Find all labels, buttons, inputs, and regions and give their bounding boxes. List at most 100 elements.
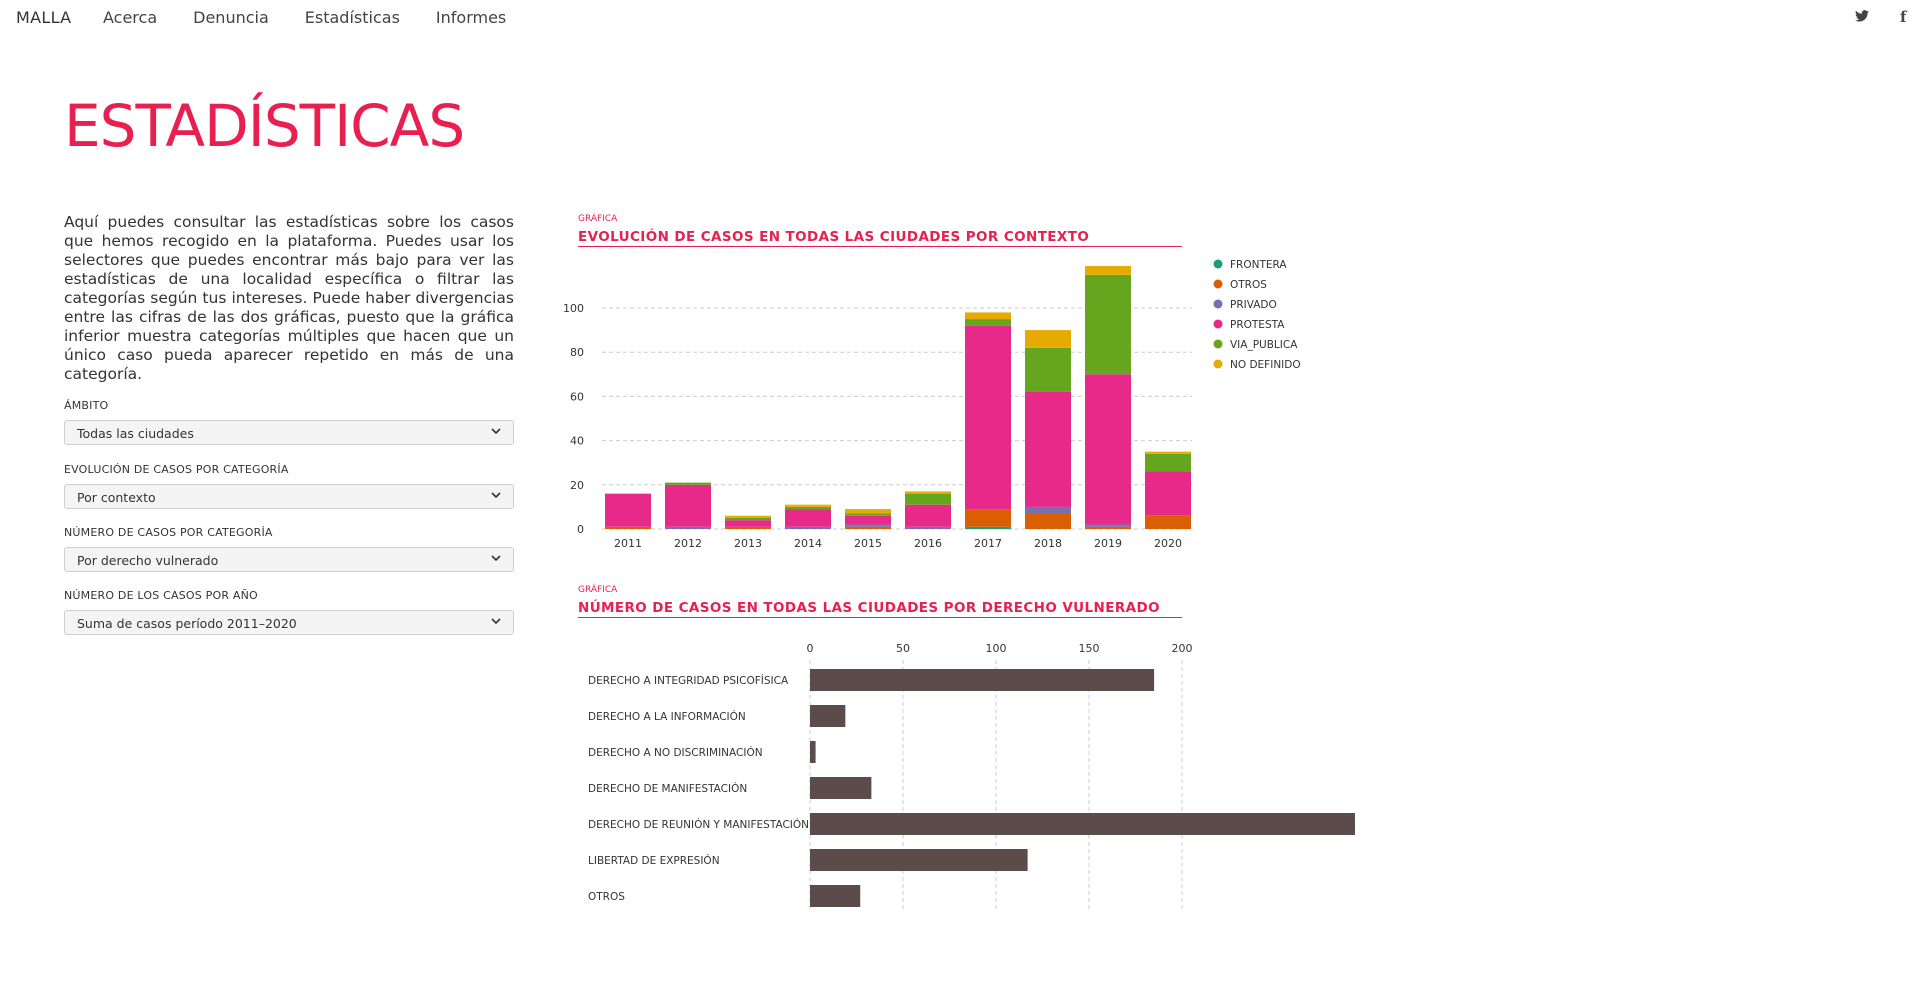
bar-segment (725, 526, 771, 529)
bar-segment (965, 312, 1011, 320)
bar-segment (845, 509, 891, 514)
category-label: DERECHO DE REUNIÓN Y MANIFESTACIÓN (588, 818, 809, 831)
bar (810, 741, 816, 763)
legend-label: PRIVADO (1230, 299, 1277, 311)
bar-segment (785, 504, 831, 507)
brand-logo[interactable]: MALLA (16, 8, 72, 27)
category-label: DERECHO A INTEGRIDAD PSICOFÍSICA (588, 674, 789, 687)
y-tick-label: 40 (570, 435, 584, 448)
x-tick-label: 2018 (1034, 537, 1062, 550)
select-evolucion-value: Por contexto (77, 490, 156, 505)
y-tick-label: 100 (563, 302, 584, 315)
x-tick-label: 0 (807, 642, 814, 655)
legend-label: PROTESTA (1230, 319, 1285, 331)
legend-marker (1213, 279, 1223, 289)
bar (810, 669, 1155, 691)
filter-label-numero-anio: NÚMERO DE LOS CASOS POR AÑO (64, 589, 258, 602)
nav-link-informes[interactable]: Informes (435, 8, 507, 27)
x-tick-label: 2020 (1154, 537, 1182, 550)
category-label: DERECHO A LA INFORMACIÓN (588, 710, 746, 723)
nav-links: Acerca Denuncia Estadísticas Informes (103, 8, 542, 27)
x-tick-label: 200 (1172, 642, 1193, 655)
bar (810, 705, 846, 727)
bar-segment (725, 515, 771, 518)
bar-segment (605, 493, 651, 527)
y-tick-label: 0 (577, 523, 584, 536)
chevron-down-icon (491, 555, 501, 562)
horizontal-bar-chart: 0 50 100 150 200 DERECHO A INTEGRIDAD PSICOFÍ… (588, 642, 1355, 912)
bar-segment (665, 482, 711, 485)
nav-link-estadisticas[interactable]: Estadísticas (304, 8, 400, 27)
bar-segment (1025, 330, 1071, 348)
nav-link-acerca[interactable]: Acerca (103, 8, 158, 27)
bar (810, 777, 872, 799)
chevron-down-icon (491, 492, 501, 499)
bar-segment (1025, 506, 1071, 514)
nav-link-denuncia[interactable]: Denuncia (193, 8, 269, 27)
select-numero-anio[interactable]: Suma de casos período 2011–2020 (64, 610, 514, 635)
category-label: OTROS (588, 891, 625, 903)
page-title: ESTADÍSTICAS (64, 92, 465, 160)
select-ambito[interactable]: Todas las ciudades (64, 420, 514, 445)
bar-segment (845, 513, 891, 516)
bar-segment (1145, 451, 1191, 454)
facebook-icon[interactable]: f (1900, 8, 1907, 26)
select-evolucion[interactable]: Por contexto (64, 484, 514, 509)
filter-label-ambito: ÁMBITO (64, 399, 109, 412)
x-tick-label: 2015 (854, 537, 882, 550)
bar-segment (725, 520, 771, 527)
x-tick-label: 2017 (974, 537, 1002, 550)
legend-marker (1213, 259, 1223, 269)
x-tick-label: 2019 (1094, 537, 1122, 550)
bar-segment (785, 509, 831, 527)
chevron-down-icon (491, 428, 501, 435)
y-tick-label: 80 (570, 346, 584, 359)
chart2-title: NÚMERO DE CASOS EN TODAS LAS CIUDADES PO… (578, 600, 1182, 618)
bar-segment (1085, 374, 1131, 525)
bar-segment (1025, 391, 1071, 507)
filter-label-numero-categoria: NÚMERO DE CASOS POR CATEGORÍA (64, 526, 273, 539)
y-tick-label: 20 (570, 479, 584, 492)
legend-label: FRONTERA (1230, 259, 1287, 271)
stacked-bar-chart: 0 20 40 60 80 100 2011 2012 2013 2014 2015 2016 2017… (563, 259, 1301, 550)
bar-segment (665, 484, 711, 527)
bar-segment (785, 506, 831, 510)
bar (810, 849, 1028, 871)
y-tick-label: 60 (570, 390, 584, 403)
bar-segment (845, 526, 891, 529)
chart1-caption: GRÁFICA (578, 214, 618, 224)
legend-marker (1213, 319, 1223, 329)
bar (810, 885, 861, 907)
legend-label: VIA_PUBLICA (1230, 339, 1298, 351)
bar-segment (665, 526, 711, 529)
select-numero-categoria-value: Por derecho vulnerado (77, 553, 219, 568)
bar-segment (1085, 524, 1131, 527)
bar-segment (965, 509, 1011, 527)
bar-segment (1025, 513, 1071, 529)
legend-label: OTROS (1230, 279, 1267, 291)
bar-segment (1085, 526, 1131, 529)
x-tick-label: 2013 (734, 537, 762, 550)
category-label: LIBERTAD DE EXPRESIÓN (588, 854, 720, 867)
category-label: DERECHO DE MANIFESTACIÓN (588, 782, 747, 795)
bar-segment (1145, 453, 1191, 472)
top-nav: MALLA Acerca Denuncia Estadísticas Infor… (0, 0, 1920, 36)
twitter-icon[interactable] (1855, 8, 1869, 26)
intro-text: Aquí puedes consultar las estadísticas s… (64, 213, 514, 383)
filter-label-evolucion: EVOLUCIÓN DE CASOS POR CATEGORÍA (64, 463, 289, 476)
bar (810, 813, 1355, 835)
select-numero-categoria[interactable]: Por derecho vulnerado (64, 547, 514, 572)
bar-segment (965, 325, 1011, 510)
bar-segment (965, 526, 1011, 529)
bar-segment (845, 515, 891, 525)
select-numero-anio-value: Suma de casos período 2011–2020 (77, 616, 297, 631)
x-tick-label: 100 (986, 642, 1007, 655)
legend-marker (1213, 339, 1223, 349)
bar-segment (1085, 266, 1131, 275)
bar-segment (965, 319, 1011, 326)
bar-segment (605, 526, 651, 529)
legend-marker (1213, 299, 1223, 309)
x-tick-label: 2012 (674, 537, 702, 550)
x-tick-label: 2016 (914, 537, 942, 550)
x-tick-label: 150 (1079, 642, 1100, 655)
